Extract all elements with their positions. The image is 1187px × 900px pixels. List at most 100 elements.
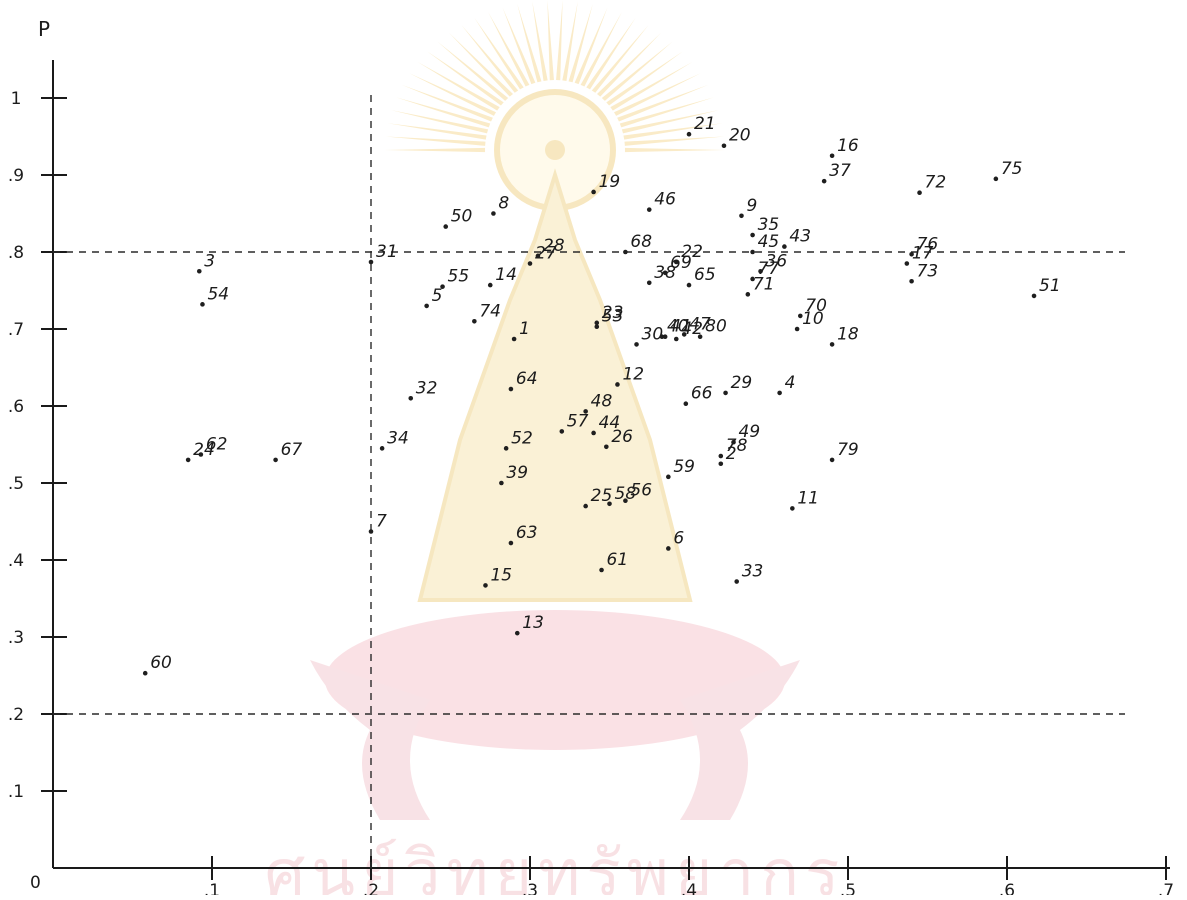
x-tick-label: .6 [999,881,1015,895]
watermark-emblem-icon: ศูนย์วิทยทรัพยากร [265,0,846,900]
point-label: 1 [519,319,530,339]
point-marker [599,567,604,573]
data-point: 14 [487,265,517,288]
y-tick-label: .1 [8,782,24,802]
x-tick-label: .1 [204,881,220,895]
data-point: 43 [782,227,811,249]
point-marker [917,190,922,196]
data-point: 51 [1031,276,1061,299]
point-label: 22 [681,242,703,262]
point-marker [731,439,736,445]
data-point: 45 [750,232,779,255]
point-marker [909,252,914,257]
data-point: 17 [904,244,934,266]
point-marker [904,261,910,266]
point-label: 3 [204,251,215,271]
sun-ray [580,12,622,87]
data-point: 22 [673,242,703,265]
point-label: 26 [611,427,633,447]
point-label: 52 [511,428,533,448]
point-marker [721,143,727,149]
data-point: 59 [666,457,695,480]
data-point: 56 [623,481,652,504]
point-label: 69 [670,253,692,273]
sun-ray [621,110,719,134]
point-marker [273,457,278,463]
point-marker [909,278,914,284]
watermark-text: ศูนย์วิทยทรัพยากร [265,837,846,895]
sun-ray [517,3,542,83]
data-point: 16 [829,136,859,159]
point-marker [440,284,445,289]
point-label: 65 [694,265,716,285]
point-marker [829,457,835,463]
data-point: 39 [499,463,528,486]
point-marker [623,249,628,255]
sun-ray [437,41,509,101]
data-point: 7 [368,512,387,534]
sun-ray [409,73,497,116]
y-tick-label: .7 [8,320,24,340]
point-marker [697,334,703,340]
sun-ray [606,51,684,106]
sun-ray [624,136,725,146]
data-point: 63 [508,523,538,546]
point-marker [673,259,679,265]
point-label: 7 [376,512,387,532]
point-marker [604,444,609,450]
point-marker [583,503,588,509]
axes: P 0 .1 .2 .3 .4 .5 .6 .7 .1 .2 .3 .4 .5 .6 .7 .8 .9 1 [8,17,1174,900]
data-point: 78 [718,436,748,459]
point-marker [745,292,751,297]
data-point: 9 [739,196,757,219]
sun-ray [401,84,493,122]
point-marker [794,326,800,332]
point-marker [527,261,533,266]
point-marker [666,474,671,480]
point-label: 33 [742,562,764,582]
point-marker [662,334,668,340]
point-label: 35 [758,215,780,235]
sun-ray [591,24,649,93]
data-point: 19 [591,172,620,195]
data-point: 10 [794,309,824,332]
data-point: 8 [491,194,509,216]
point-label: 18 [837,324,859,344]
point-marker [594,324,600,329]
sun-ray [556,0,563,81]
sun-ray [568,3,593,83]
data-point: 79 [829,440,859,463]
point-label: 40 [667,317,689,337]
data-point: 32 [408,378,437,401]
point-label: 39 [506,463,528,483]
data-point: 54 [200,284,229,307]
data-point: 35 [750,215,780,238]
data-point: 44 [591,413,620,436]
sun-ray [461,24,519,93]
point-marker [487,282,493,288]
point-label: 28 [543,236,565,256]
data-point: 31 [368,242,398,265]
data-point: 55 [440,267,469,289]
point-marker [408,396,414,401]
point-label: 14 [495,265,517,285]
data-point: 50 [443,207,472,229]
data-point: 69 [662,253,692,276]
sun-ray [547,0,554,81]
data-point: 23 [594,303,624,326]
point-marker [718,453,724,459]
data-point: 49 [731,422,760,445]
point-label: 23 [602,303,624,323]
point-label: 51 [1039,276,1061,296]
point-marker [681,332,687,337]
data-point: 18 [829,324,859,347]
point-marker [750,232,755,238]
point-label: 25 [591,486,613,506]
point-marker [535,253,541,259]
point-marker [503,446,509,451]
sun-ray [387,123,487,140]
x-tick-label: .5 [840,881,856,895]
point-label: 36 [766,251,788,271]
data-point: 33 [734,562,763,584]
reference-lines [53,95,1125,868]
